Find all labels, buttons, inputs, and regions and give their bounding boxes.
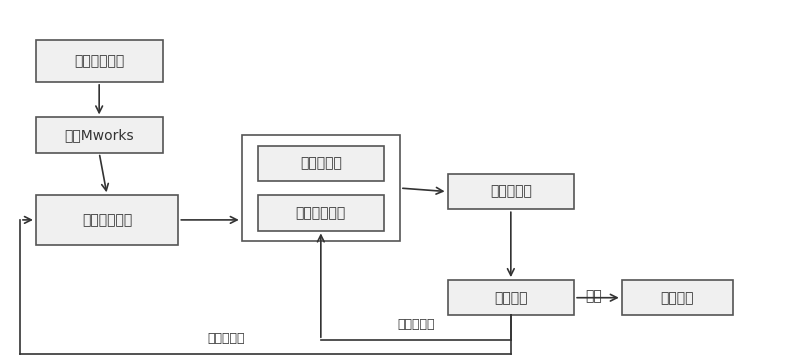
Text: 臂架模块拆解: 臂架模块拆解 <box>74 54 124 68</box>
Text: 启动Mworks: 启动Mworks <box>64 128 134 142</box>
FancyBboxPatch shape <box>447 280 574 315</box>
Text: 编写程序代码: 编写程序代码 <box>296 206 346 220</box>
FancyBboxPatch shape <box>622 280 733 315</box>
Text: 语法性错误: 语法性错误 <box>397 318 434 331</box>
FancyBboxPatch shape <box>258 195 384 231</box>
Text: 模型检查: 模型检查 <box>494 291 527 305</box>
FancyBboxPatch shape <box>36 195 178 245</box>
Text: 功能性错误: 功能性错误 <box>207 332 245 345</box>
Text: 封装模型: 封装模型 <box>660 291 694 305</box>
FancyBboxPatch shape <box>447 174 574 209</box>
FancyBboxPatch shape <box>258 146 384 181</box>
FancyBboxPatch shape <box>36 39 162 82</box>
Text: 基本元件库: 基本元件库 <box>300 156 342 170</box>
Text: 参数化模型: 参数化模型 <box>490 185 532 199</box>
Text: 成功: 成功 <box>586 289 602 303</box>
Text: 建立数学模型: 建立数学模型 <box>82 213 132 227</box>
FancyBboxPatch shape <box>36 117 162 153</box>
